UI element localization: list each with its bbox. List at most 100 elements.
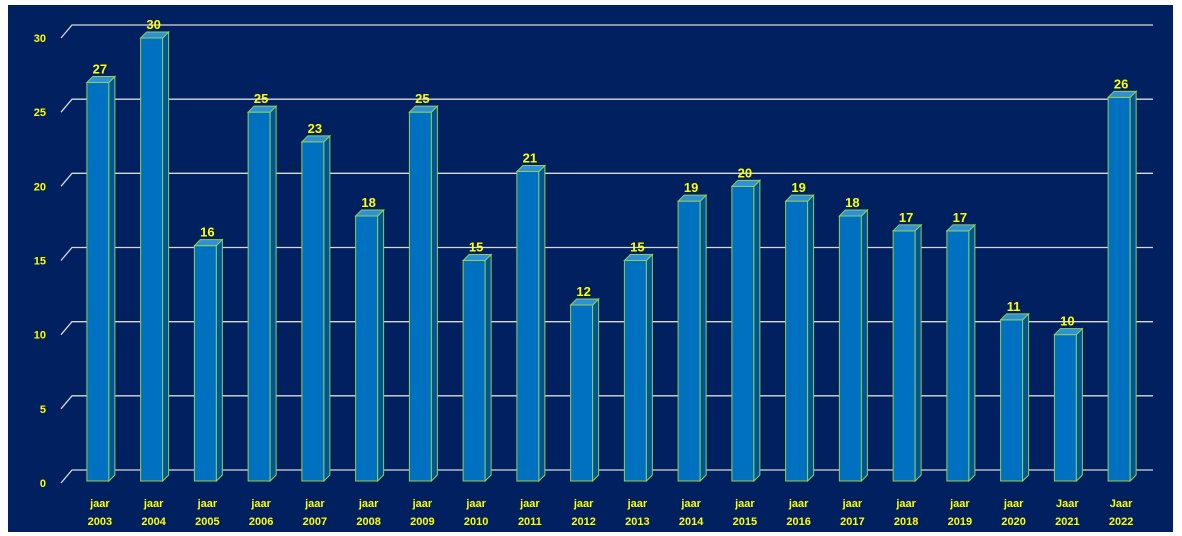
bar: [355, 215, 379, 482]
bar: [731, 185, 755, 482]
x-tick-label: 2005: [195, 516, 219, 528]
y-tick-label: 25: [34, 107, 46, 119]
bar: [1000, 319, 1024, 482]
bar: [677, 200, 701, 482]
data-label: 10: [1060, 314, 1074, 329]
bar-top: [408, 105, 439, 113]
x-tick-label: 2022: [1109, 516, 1133, 528]
x-tick-label: 2013: [625, 516, 649, 528]
bar: [193, 245, 217, 482]
gridline: [60, 321, 1153, 336]
bar-top: [784, 194, 815, 202]
data-label: 27: [93, 62, 107, 77]
data-label: 17: [899, 210, 913, 225]
bar: [623, 260, 647, 482]
y-tick-label: 30: [34, 33, 46, 45]
bar: [301, 141, 325, 482]
bar: [462, 260, 486, 482]
data-label: 17: [953, 210, 967, 225]
x-tick-label: 2020: [1001, 516, 1025, 528]
bar: [86, 82, 110, 482]
bar: [838, 215, 862, 482]
bar: [1053, 334, 1077, 482]
bar-side: [1129, 90, 1137, 483]
x-tick-label: 2006: [249, 516, 273, 528]
y-tick-label: 10: [34, 330, 46, 342]
bar-side: [645, 253, 653, 483]
gridline: [60, 172, 1153, 187]
bar-top: [891, 224, 923, 232]
x-tick-label: jaar: [197, 498, 218, 510]
data-label: 21: [523, 151, 537, 166]
gridline: [60, 98, 1153, 113]
data-label: 12: [576, 284, 590, 299]
x-tick-label: jaar: [895, 498, 916, 510]
bar: [892, 230, 916, 482]
bar-top: [1106, 90, 1138, 98]
bar-side: [162, 30, 170, 483]
data-label: 15: [630, 240, 644, 255]
bar: [247, 111, 271, 482]
x-tick-label: 2016: [786, 516, 810, 528]
bar-side: [215, 238, 223, 483]
x-tick-label: 2009: [410, 516, 434, 528]
x-tick-label: 2014: [679, 516, 704, 528]
y-tick-label: 20: [34, 181, 46, 193]
bar-side: [699, 193, 707, 483]
bar-side: [377, 208, 385, 483]
bar-top: [461, 254, 493, 261]
gridline: [60, 246, 1153, 261]
data-label: 25: [254, 91, 268, 106]
data-label: 25: [415, 91, 429, 106]
bar: [946, 230, 970, 482]
bar-top: [945, 224, 977, 232]
x-tick-label: jaar: [1003, 498, 1024, 510]
bar-top: [246, 105, 278, 113]
y-tick-label: 15: [34, 256, 46, 268]
x-tick-label: 2021: [1055, 516, 1079, 528]
bar-top: [999, 313, 1030, 321]
x-tick-label: 2018: [894, 516, 918, 528]
x-tick-label: jaar: [412, 498, 433, 510]
bar-side: [1022, 312, 1030, 483]
x-tick-label: jaar: [358, 498, 379, 510]
x-tick-label: 2015: [733, 516, 757, 528]
x-tick-label: jaar: [949, 498, 970, 510]
bar-side: [968, 223, 976, 483]
data-label: 19: [791, 180, 805, 195]
x-tick-label: Jaar: [1110, 498, 1133, 510]
bar-top: [569, 298, 600, 306]
x-tick-label: jaar: [573, 498, 594, 510]
bar-top: [515, 165, 547, 172]
bar-top: [676, 194, 708, 202]
x-tick-label: jaar: [627, 498, 648, 510]
bar-side: [914, 223, 922, 483]
bar-top: [139, 31, 170, 39]
data-label: 23: [308, 121, 322, 136]
y-tick-label: 0: [40, 478, 46, 490]
x-tick-label: 2004: [141, 516, 166, 528]
x-tick-label: jaar: [842, 498, 863, 510]
data-label: 19: [684, 180, 698, 195]
bar-side: [484, 253, 492, 483]
x-tick-label: jaar: [519, 498, 540, 510]
x-tick-label: 2010: [464, 516, 488, 528]
x-tick-label: 2007: [303, 516, 327, 528]
bar-top: [354, 209, 385, 217]
x-tick-label: Jaar: [1056, 498, 1079, 510]
x-tick-label: jaar: [788, 498, 809, 510]
x-tick-label: jaar: [680, 498, 701, 510]
gridline: [60, 469, 1153, 484]
bar-side: [807, 193, 815, 483]
bar-top: [1053, 328, 1084, 336]
bar-side: [323, 134, 331, 483]
y-tick-label: 5: [40, 404, 46, 416]
data-label: 20: [738, 165, 752, 180]
bar-side: [538, 164, 546, 483]
x-tick-label: 2019: [948, 516, 972, 528]
data-label: 18: [845, 195, 859, 210]
x-tick-label: jaar: [143, 498, 164, 510]
x-tick-label: jaar: [250, 498, 271, 510]
data-label: 16: [200, 225, 214, 240]
